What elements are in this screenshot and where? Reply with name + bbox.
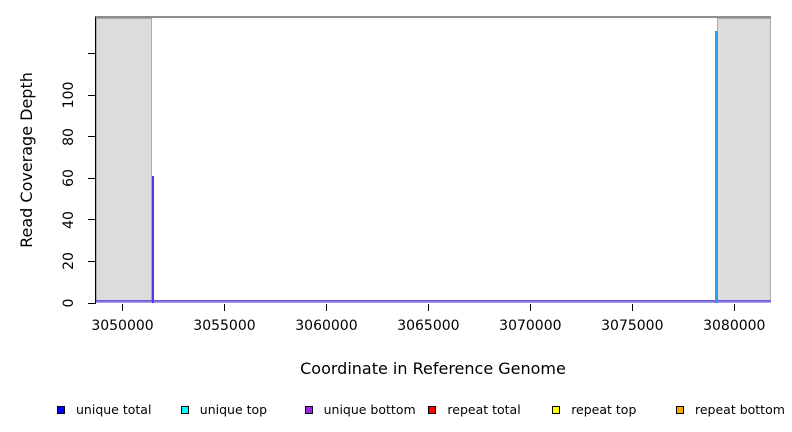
x-tick-label: 3070000 bbox=[499, 318, 562, 334]
y-tick-label: 40 bbox=[61, 210, 77, 229]
legend-label: repeat total bbox=[447, 402, 521, 417]
y-tick-mark bbox=[88, 52, 95, 54]
plot-area: 3050000 3055000 3060000 3065000 3070000 30750… bbox=[61, 16, 771, 334]
x-tick-mark bbox=[529, 304, 531, 311]
legend-item: repeat total bbox=[428, 401, 552, 418]
x-tick-label: 3080000 bbox=[703, 318, 766, 334]
y-axis-title: Read Coverage Depth bbox=[17, 72, 36, 248]
legend-swatch bbox=[180, 405, 189, 414]
x-tick-mark bbox=[223, 304, 225, 311]
x-tick-mark bbox=[631, 304, 633, 311]
shaded-flank-region bbox=[716, 18, 771, 303]
legend-item: unique bottom bbox=[304, 401, 429, 418]
y-tick-mark bbox=[88, 136, 95, 138]
x-axis-title: Coordinate in Reference Genome bbox=[300, 359, 566, 378]
x-tick-mark bbox=[325, 304, 327, 311]
x-tick-label: 3075000 bbox=[601, 318, 664, 334]
x-tick-mark bbox=[122, 304, 123, 311]
legend-item: unique top bbox=[180, 401, 305, 418]
legend-swatch bbox=[552, 405, 561, 414]
legend-swatch bbox=[57, 405, 65, 414]
x-tick-label: 3065000 bbox=[397, 318, 460, 334]
y-tick-mark bbox=[88, 219, 95, 221]
legend-label: unique total bbox=[76, 402, 152, 417]
legend: unique total unique top unique bottom repea… bbox=[57, 401, 792, 418]
legend-swatch bbox=[428, 405, 437, 414]
x-tick-label: 3050000 bbox=[91, 318, 154, 334]
legend-item: repeat bottom bbox=[675, 401, 792, 418]
y-tick-label: 100 bbox=[61, 81, 77, 109]
y-tick-mark bbox=[88, 177, 95, 179]
y-tick-mark bbox=[88, 302, 95, 304]
x-tick-mark bbox=[733, 304, 735, 311]
x-tick-mark bbox=[427, 304, 429, 311]
legend-label: repeat bottom bbox=[694, 402, 785, 417]
legend-label: unique top bbox=[199, 402, 268, 417]
legend-label: repeat top bbox=[571, 402, 637, 417]
y-tick-mark bbox=[88, 94, 95, 96]
legend-item: unique total bbox=[57, 401, 181, 418]
x-tick-label: 3060000 bbox=[295, 318, 358, 334]
y-tick-label: 80 bbox=[61, 127, 77, 146]
y-tick-label: 0 bbox=[61, 298, 77, 308]
x-tick-label: 3055000 bbox=[193, 318, 256, 334]
y-tick-label: 60 bbox=[61, 169, 77, 188]
y-tick-label: 20 bbox=[61, 252, 77, 271]
legend-swatch bbox=[304, 405, 313, 414]
coverage-spike bbox=[151, 176, 155, 303]
shaded-flank-region bbox=[96, 18, 153, 303]
legend-item: repeat top bbox=[552, 401, 676, 418]
coverage-baseline bbox=[96, 300, 771, 303]
coverage-spike bbox=[715, 30, 718, 303]
legend-swatch bbox=[675, 405, 684, 414]
legend-label: unique bottom bbox=[323, 402, 416, 417]
y-tick-mark bbox=[88, 260, 95, 262]
